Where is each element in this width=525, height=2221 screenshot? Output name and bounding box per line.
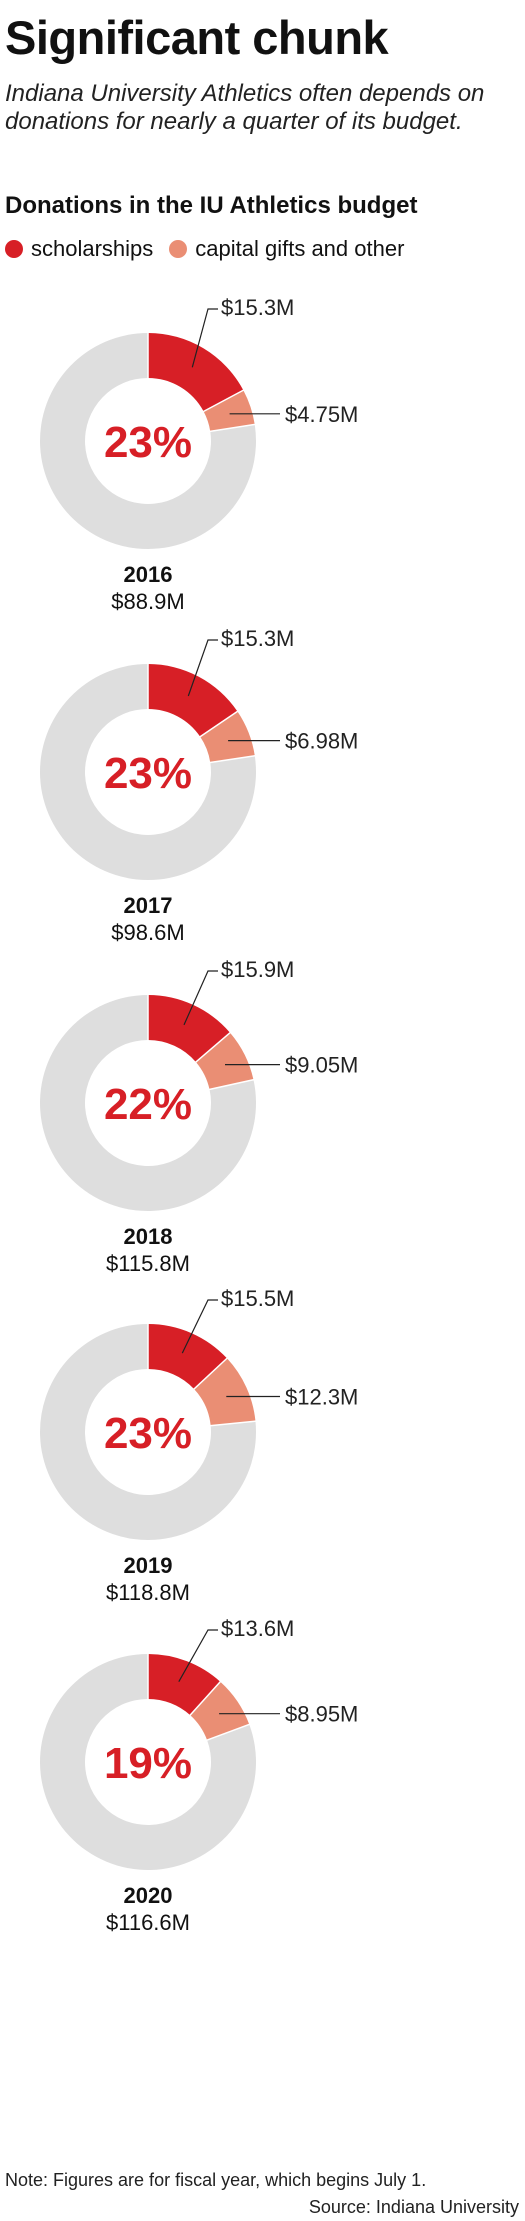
graphic-title: Significant chunk bbox=[5, 11, 389, 64]
source-credit: Source: Indiana University bbox=[308, 2197, 519, 2217]
total-budget-label: $115.8M bbox=[106, 1251, 190, 1276]
slice-remainder bbox=[39, 664, 256, 881]
legend-swatch-capital bbox=[169, 240, 188, 258]
slice-scholarships bbox=[148, 1654, 221, 1716]
center-percent-label: 23% bbox=[104, 749, 192, 798]
donut-chart-2018: 22% $15.9M $9.05M 2018$115.8M bbox=[40, 957, 358, 1276]
slice-separator bbox=[188, 1680, 222, 1717]
slice-scholarships bbox=[148, 1324, 227, 1390]
slice-separator bbox=[194, 1031, 232, 1064]
donut-chart-2019: 23% $15.5M $12.3M 2019$118.8M bbox=[40, 1286, 358, 1605]
data-label-capital: $4.75M bbox=[285, 402, 358, 427]
legend-item-scholarships: scholarships bbox=[5, 236, 153, 262]
leader-line-scholarships bbox=[178, 1629, 218, 1682]
year-label: 2019 bbox=[124, 1553, 173, 1578]
slice-separator bbox=[205, 1723, 251, 1742]
leader-line-scholarships bbox=[187, 639, 218, 697]
chart-title: Donations in the IU Athletics budget bbox=[5, 192, 418, 219]
donut-chart-2020: 19% $13.6M $8.95M 2020$116.6M bbox=[40, 1616, 358, 1935]
center-percent-label: 23% bbox=[104, 1409, 192, 1458]
data-label-capital: $8.95M bbox=[285, 1702, 358, 1727]
slice-separator bbox=[192, 1357, 229, 1391]
slice-capital bbox=[203, 390, 255, 432]
legend: scholarships capital gifts and other bbox=[5, 236, 420, 262]
center-percent-label: 19% bbox=[104, 1739, 192, 1788]
year-label: 2017 bbox=[124, 893, 173, 918]
data-label-scholarships: $13.6M bbox=[221, 1616, 294, 1641]
slice-scholarships bbox=[148, 664, 238, 737]
slice-scholarships bbox=[148, 994, 231, 1063]
year-label: 2018 bbox=[124, 1224, 173, 1249]
data-label-scholarships: $15.5M bbox=[221, 1286, 294, 1311]
slice-scholarships bbox=[148, 333, 244, 412]
legend-label-scholarships: scholarships bbox=[31, 236, 154, 261]
year-label: 2016 bbox=[124, 562, 173, 587]
donut-chart-2016: 23% $15.3M $4.75M 2016$88.9M bbox=[40, 295, 358, 614]
data-label-scholarships: $15.3M bbox=[221, 626, 294, 651]
slice-separator bbox=[209, 1420, 257, 1427]
legend-item-capital: capital gifts and other bbox=[169, 236, 404, 262]
center-percent-label: 22% bbox=[104, 1080, 192, 1129]
year-label: 2020 bbox=[124, 1883, 173, 1908]
total-budget-label: $116.6M bbox=[106, 1910, 190, 1935]
slice-separator bbox=[208, 1078, 255, 1091]
slice-remainder bbox=[40, 995, 257, 1211]
slice-remainder bbox=[40, 1324, 257, 1540]
slice-remainder bbox=[40, 333, 257, 549]
footnote: Note: Figures are for fiscal year, which… bbox=[5, 2170, 427, 2190]
total-budget-label: $98.6M bbox=[111, 920, 184, 945]
center-percent-label: 23% bbox=[104, 418, 192, 467]
graphic-subtitle: Indiana University Athletics often depen… bbox=[5, 80, 485, 135]
slice-separator bbox=[209, 423, 256, 433]
slice-capital bbox=[200, 711, 255, 763]
slice-separator bbox=[202, 389, 245, 413]
slice-capital bbox=[195, 1032, 254, 1090]
total-budget-label: $88.9M bbox=[111, 589, 184, 614]
slice-separator bbox=[198, 710, 239, 738]
data-label-capital: $6.98M bbox=[285, 729, 358, 754]
data-label-capital: $12.3M bbox=[285, 1384, 358, 1409]
total-budget-label: $118.8M bbox=[106, 1580, 190, 1605]
leader-line-scholarships bbox=[181, 1299, 218, 1354]
legend-label-capital: capital gifts and other bbox=[195, 236, 405, 261]
slice-remainder bbox=[40, 1654, 257, 1871]
leader-line-scholarships bbox=[191, 308, 218, 368]
donut-chart-2017: 23% $15.3M $6.98M 2017$98.6M bbox=[39, 626, 358, 945]
slice-separator bbox=[209, 754, 256, 764]
leader-line-scholarships bbox=[183, 970, 218, 1026]
data-label-scholarships: $15.9M bbox=[221, 957, 294, 982]
slice-capital bbox=[190, 1681, 250, 1741]
legend-swatch-scholarships bbox=[5, 240, 23, 258]
data-label-scholarships: $15.3M bbox=[221, 295, 294, 320]
data-label-capital: $9.05M bbox=[285, 1053, 358, 1078]
